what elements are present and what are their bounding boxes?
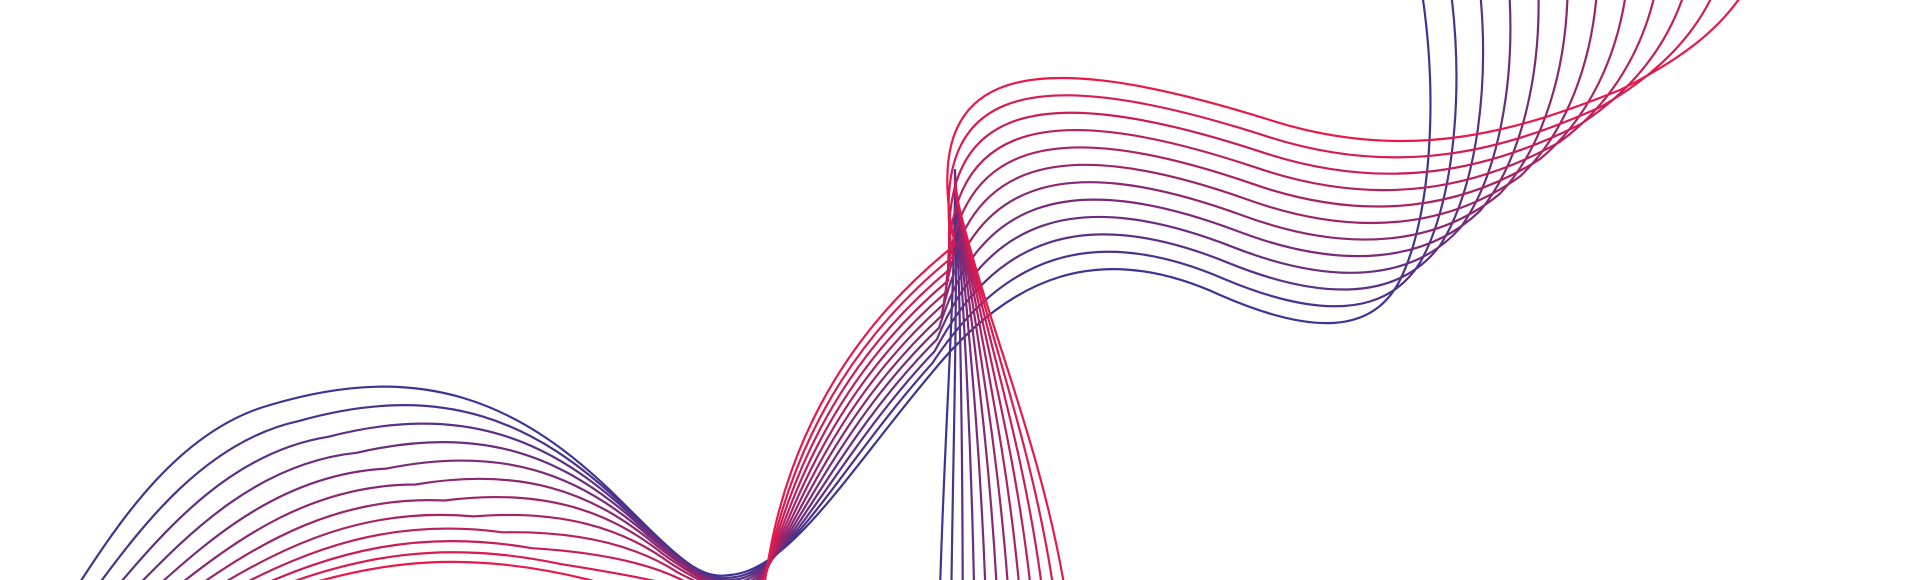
- wave-line: [183, 0, 1569, 580]
- wave-strand: [950, 170, 958, 580]
- wave-line: [162, 0, 1540, 580]
- wave-line: [248, 0, 1655, 580]
- wave-line: [141, 0, 1512, 580]
- wave-line: [121, 0, 1485, 580]
- wave-line: [226, 0, 1626, 580]
- wave-strand: [953, 188, 1065, 580]
- wave-strand: [939, 168, 957, 580]
- wave-line: [294, 0, 1712, 580]
- wave-lines-group: [80, 0, 1740, 580]
- wave-strand: [953, 174, 975, 580]
- wave-line: [204, 0, 1598, 580]
- wave-line: [100, 0, 1458, 580]
- wave-line: [270, 0, 1684, 580]
- wave-line: [80, 0, 1432, 580]
- wave-line: [318, 0, 1740, 580]
